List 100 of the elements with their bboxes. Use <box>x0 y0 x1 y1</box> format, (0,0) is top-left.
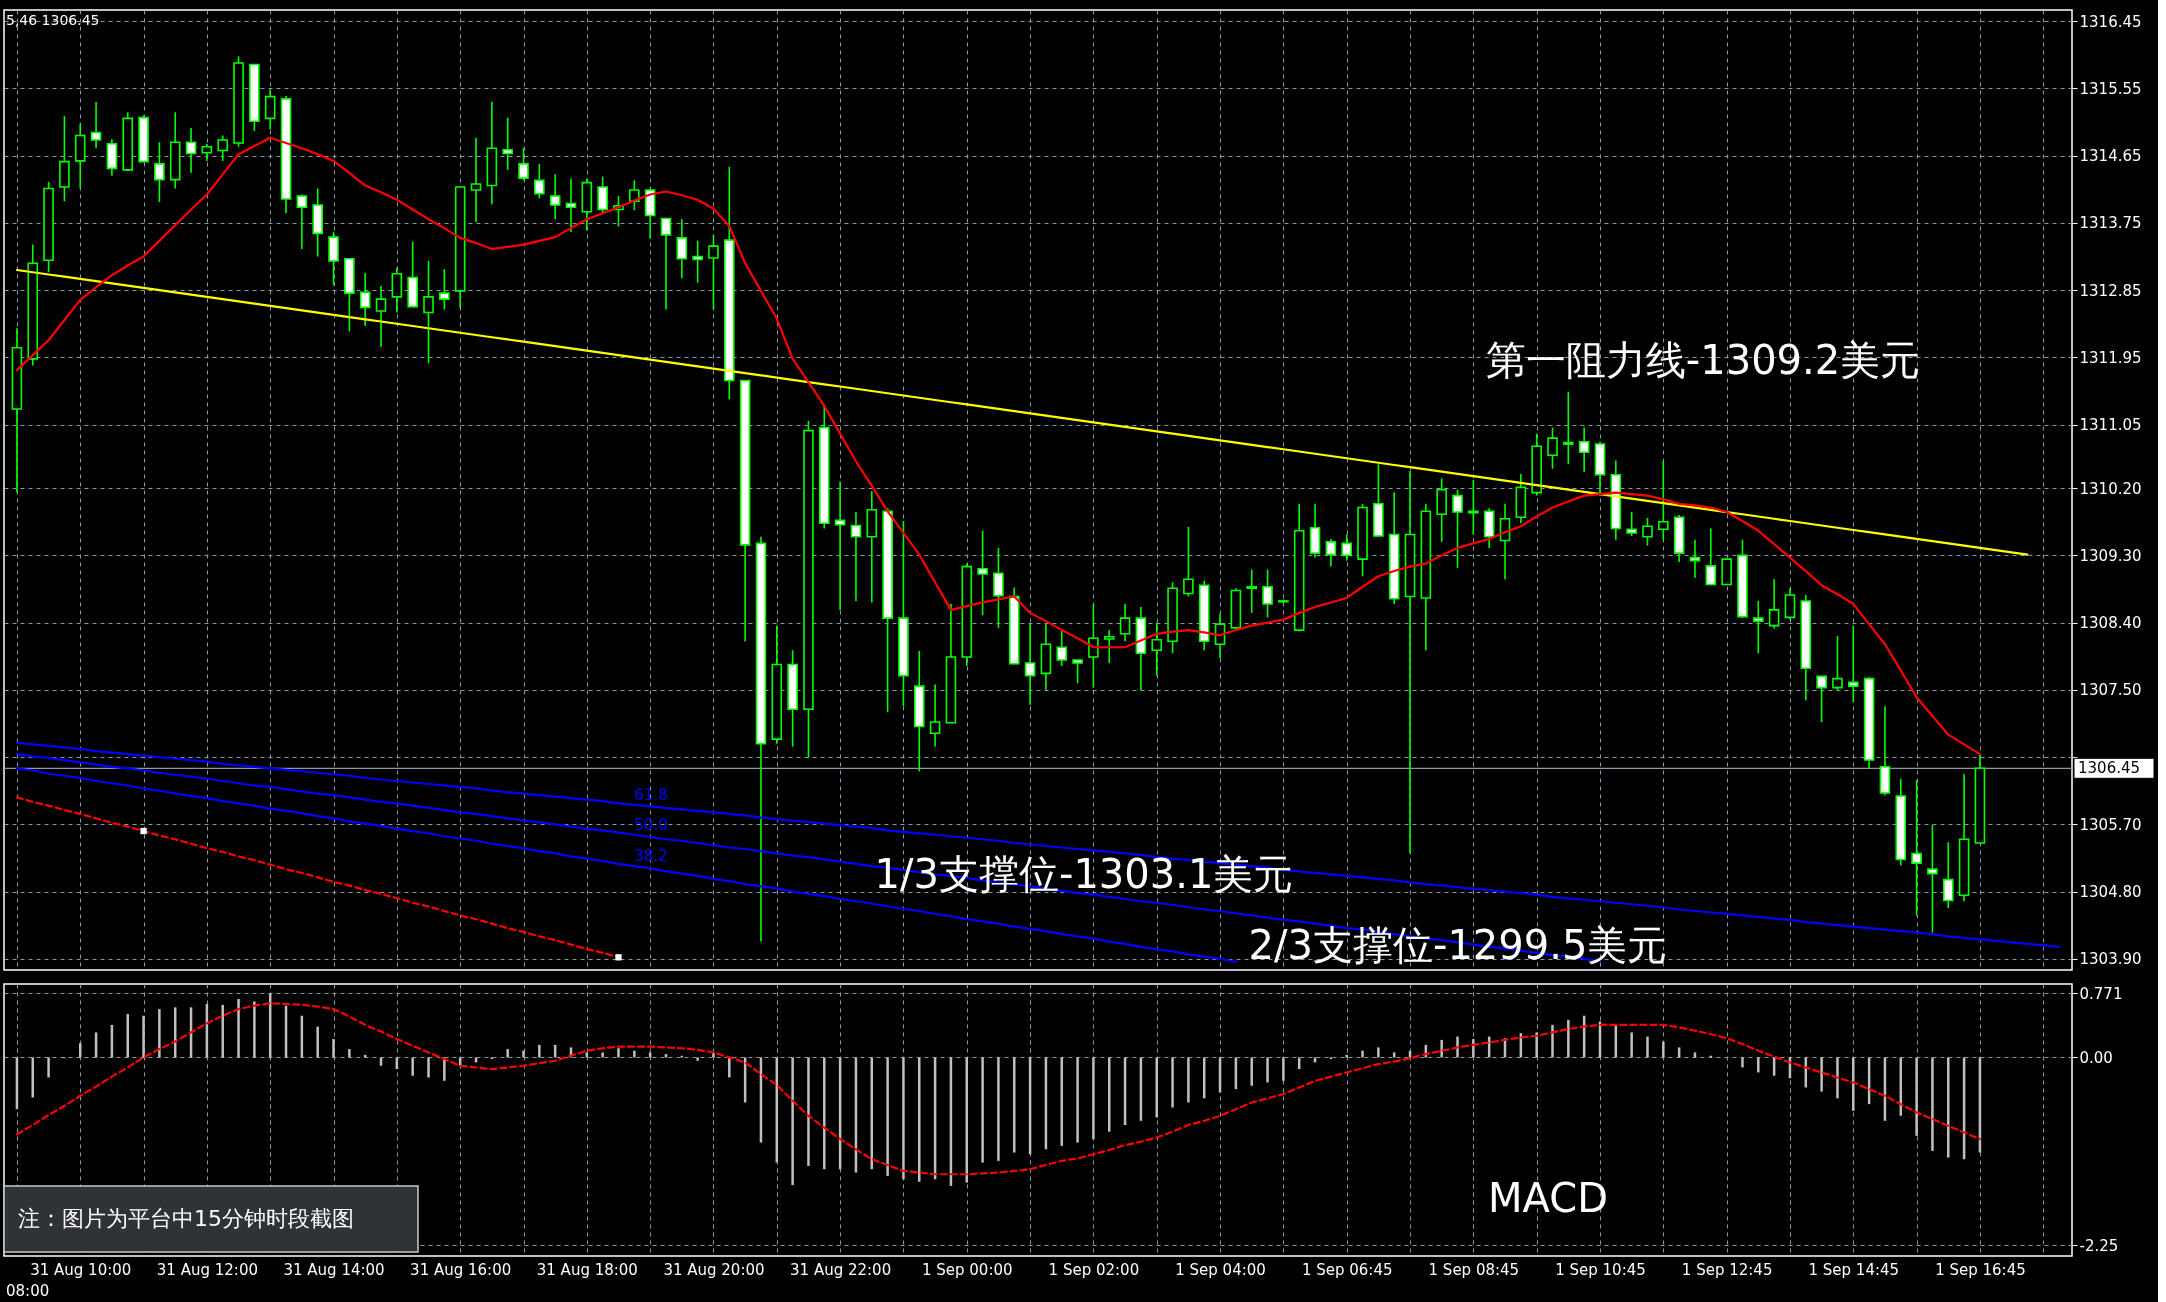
bar <box>902 1057 905 1180</box>
candlestick <box>1056 629 1068 667</box>
series-label: 38.2 <box>634 847 668 866</box>
candlestick <box>502 116 513 171</box>
bar <box>886 1057 889 1176</box>
candlestick <box>375 284 387 348</box>
candlestick <box>470 136 482 223</box>
candlestick <box>1325 538 1337 568</box>
line-series <box>15 136 1982 756</box>
text: 08:00 <box>6 1282 50 1300</box>
candlestick <box>1468 479 1479 536</box>
candlestick <box>1705 527 1717 587</box>
candlestick <box>993 547 1004 629</box>
candlestick <box>549 173 561 220</box>
candlestick <box>1927 824 1938 934</box>
y-tick-label: 1307.50 <box>2079 681 2142 700</box>
candlestick <box>1024 623 1036 706</box>
y-tick-label: 1305.70 <box>2079 815 2142 834</box>
x-tick-label: 1 Sep 00:00 <box>921 1260 1013 1279</box>
x-tick-label: 31 Aug 18:00 <box>536 1260 638 1279</box>
bar <box>1947 1057 1950 1158</box>
bar <box>332 1039 335 1058</box>
candlestick <box>1262 568 1273 619</box>
candlestick <box>90 101 102 150</box>
candlestick <box>597 175 608 215</box>
candlestick <box>1563 390 1574 466</box>
bar <box>1567 1019 1570 1058</box>
bar <box>1741 1057 1744 1068</box>
y-tick-label: 1312.85 <box>2079 281 2142 300</box>
y-tick-label: 1310.20 <box>2079 479 2142 498</box>
bar <box>1535 1032 1538 1058</box>
candlestick <box>1642 517 1653 547</box>
y-tick-label: 1308.40 <box>2079 614 2142 633</box>
bar <box>237 999 240 1058</box>
y-tick-label: 1303.90 <box>2079 950 2142 969</box>
y-tick-label: 1304.80 <box>2079 883 2142 902</box>
candlestick <box>439 268 450 311</box>
y-tick-label: 0.771 <box>2079 984 2123 1003</box>
y-tick-label: 1311.95 <box>2079 348 2142 367</box>
bar <box>47 1057 50 1078</box>
candlestick <box>692 240 703 284</box>
candlestick <box>423 260 434 365</box>
bar <box>1076 1057 1079 1143</box>
bar <box>1931 1057 1934 1151</box>
annotation: 第一阻力线-1309.2美元 <box>1485 337 1921 383</box>
bar <box>506 1049 509 1058</box>
candlestick <box>1753 600 1764 655</box>
candlestick <box>1103 629 1115 664</box>
candlestick <box>834 480 846 611</box>
bar <box>1266 1057 1269 1083</box>
bar <box>823 1057 826 1170</box>
candlestick <box>328 231 339 286</box>
candlestick <box>1942 841 1954 909</box>
candlestick <box>1768 578 1780 630</box>
candlestick <box>1832 635 1843 691</box>
y-tick-label: 0.00 <box>2079 1048 2113 1067</box>
candlestick <box>660 217 672 311</box>
candlestick <box>676 218 688 279</box>
x-tick-label: 31 Aug 22:00 <box>790 1260 892 1279</box>
candlestick <box>708 234 719 311</box>
bar <box>918 1057 921 1182</box>
candlestick <box>1119 603 1131 643</box>
bar <box>1662 1041 1665 1058</box>
bar <box>981 1057 984 1163</box>
bar <box>1757 1057 1760 1073</box>
line-series <box>15 268 2029 556</box>
candlestick <box>1547 426 1558 470</box>
bar <box>1092 1057 1095 1140</box>
candlestick <box>217 134 229 162</box>
bar <box>617 1048 620 1058</box>
bar <box>791 1057 794 1186</box>
x-tick-label: 1 Sep 04:00 <box>1175 1260 1266 1279</box>
candlestick <box>1072 659 1083 684</box>
bar <box>522 1050 525 1058</box>
y-tick-label: 1313.75 <box>2079 214 2142 233</box>
x-tick-label: 31 Aug 12:00 <box>156 1260 258 1279</box>
bar <box>221 1004 224 1058</box>
series-label: 50.0 <box>634 815 668 834</box>
bar <box>601 1052 604 1058</box>
candlestick <box>296 193 308 250</box>
bar <box>1377 1047 1380 1058</box>
bar <box>158 1009 161 1058</box>
annotation: MACD <box>1488 1175 1608 1221</box>
x-tick-label: 1 Sep 06:45 <box>1301 1260 1393 1279</box>
y-tick-label: -2.25 <box>2079 1236 2119 1255</box>
bar <box>443 1057 446 1081</box>
candlestick <box>565 178 577 233</box>
candlestick <box>977 529 988 616</box>
bar <box>427 1057 430 1078</box>
bar <box>316 1026 319 1058</box>
bar <box>807 1057 810 1166</box>
bar <box>411 1057 414 1076</box>
bar <box>126 1014 129 1058</box>
bar <box>1440 1039 1443 1058</box>
candlestick <box>534 163 545 200</box>
y-tick-label: 1309.30 <box>2079 546 2142 565</box>
bar <box>1155 1057 1158 1118</box>
candlestick <box>1578 426 1590 473</box>
x-tick-label: 1 Sep 08:45 <box>1428 1260 1520 1279</box>
bar <box>253 1001 256 1058</box>
